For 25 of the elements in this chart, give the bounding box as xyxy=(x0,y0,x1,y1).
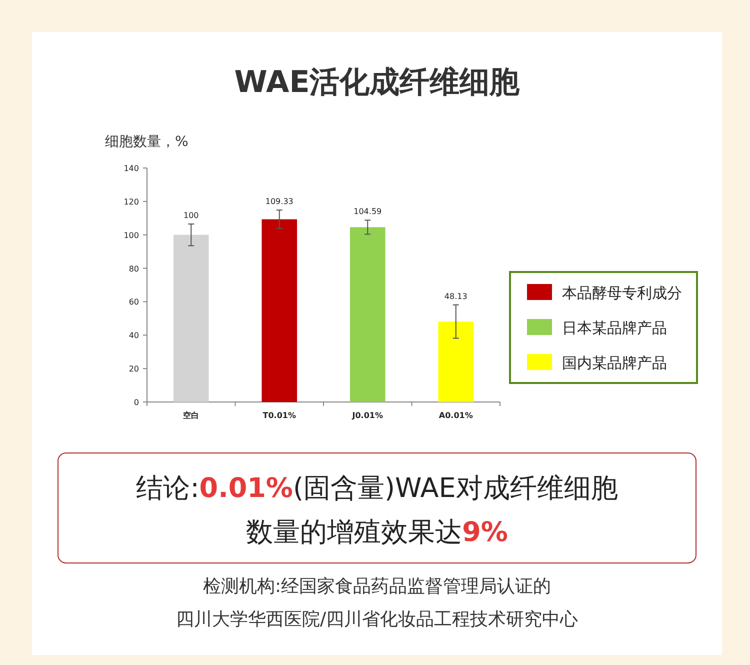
y-tick-label: 100 xyxy=(124,230,139,240)
y-axis-title: 细胞数量，% xyxy=(105,134,188,150)
x-tick-label: A0.01% xyxy=(438,411,473,420)
text: 数量的增殖效果达9% xyxy=(246,517,508,548)
y-tick-label: 60 xyxy=(128,298,139,307)
x-tick-label: J0.01% xyxy=(351,411,383,420)
y-tick-label: 80 xyxy=(128,264,139,274)
x-tick-label: T0.01% xyxy=(262,411,296,420)
data-label: 48.13 xyxy=(444,292,468,301)
y-tick-label: 0 xyxy=(134,398,139,407)
y-tick-label: 40 xyxy=(128,331,139,340)
text: 结论:0.01%(固含量)WAE对成纤维细胞 xyxy=(136,473,618,504)
y-tick-label: 120 xyxy=(124,197,139,206)
text: 检测机构:经国家食品药品监督管理局认证的 xyxy=(202,576,552,597)
x-tick-label: 空白 xyxy=(183,410,200,420)
chart-title: WAE活化成纤维细胞 xyxy=(234,65,521,100)
data-label: 109.33 xyxy=(265,197,294,206)
y-tick-label: 20 xyxy=(128,364,139,374)
legend-label: 国内某品牌产品 xyxy=(562,354,667,372)
data-label: 104.59 xyxy=(354,207,382,216)
text: 四川大学华西医院/四川省化妆品工程技术研究中心 xyxy=(176,609,578,630)
legend-label: 本品酵母专利成分 xyxy=(562,284,682,302)
legend-label: 日本某品牌产品 xyxy=(562,319,667,337)
data-label: 100 xyxy=(183,210,199,220)
y-tick-label: 140 xyxy=(124,164,139,173)
